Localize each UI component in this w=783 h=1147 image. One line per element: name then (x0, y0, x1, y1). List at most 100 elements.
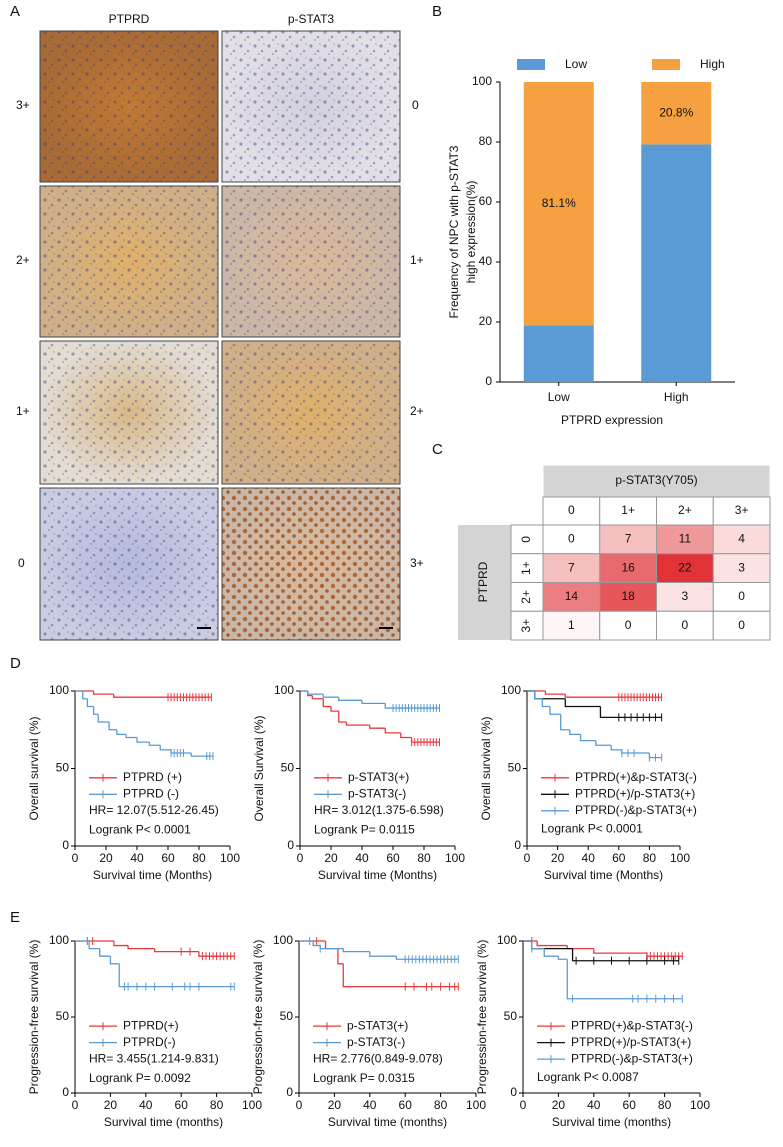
x-tick-label: 40 (355, 851, 369, 865)
survival-step (198, 951, 235, 957)
survival-step (324, 941, 338, 950)
annotation: Logrank P= 0.0092 (89, 1071, 191, 1085)
survival-step (88, 941, 100, 950)
y-tick-label: 0 (514, 838, 521, 852)
cell-value: 22 (678, 560, 692, 574)
x-tick-label: 40 (587, 1098, 601, 1112)
heat-cell (656, 524, 714, 555)
survival-step (531, 941, 545, 950)
x-axis-label: Survival time (Months) (318, 868, 437, 882)
ihc-texture (39, 340, 219, 485)
x-tick-label: 80 (210, 1098, 224, 1112)
y-tick-label: 0 (286, 1085, 293, 1099)
survival-step (342, 963, 459, 988)
cell-value: 7 (625, 532, 632, 546)
y-axis-label: Overall survival (%) (27, 716, 41, 820)
legend-label: p-STAT3(+) (347, 1018, 408, 1032)
survival-step (322, 698, 331, 708)
heat-cell (542, 610, 601, 641)
x-tick-label: 60 (623, 1098, 637, 1112)
y-axis-label: Progression-free survival (%) (475, 940, 489, 1095)
row-header-cell (510, 524, 544, 555)
annotation: HR= 12.07(5.512-26.45) (89, 803, 219, 817)
x-tick-label: 40 (582, 851, 596, 865)
survival-step (116, 729, 127, 736)
survival-step (369, 951, 397, 957)
ihc-texture (221, 340, 401, 485)
score-label: 2+ (410, 404, 424, 418)
x-tick-label: 80 (643, 851, 657, 865)
survival-step (307, 691, 324, 695)
survival-step (560, 714, 570, 731)
y-tick-label: 100 (501, 683, 521, 697)
heat-cell (712, 524, 771, 555)
column-header: p-STAT3 (288, 12, 335, 26)
survival-step (564, 698, 601, 708)
y-axis-label: Progression-free survival (%) (251, 940, 265, 1095)
x-tick-label: 0 (72, 1098, 79, 1112)
y-tick-label: 50 (280, 1009, 294, 1023)
cell-value: 1 (568, 618, 575, 632)
x-tick-label: 20 (324, 851, 338, 865)
cell-value: 18 (621, 589, 635, 603)
survival-step (599, 706, 662, 718)
y-tick-label: 100 (274, 683, 294, 697)
survival-step (118, 963, 235, 988)
survival-step (361, 700, 386, 705)
survival-step (400, 732, 412, 739)
x-tick-label: 80 (417, 851, 431, 865)
cell-value: 3 (682, 589, 689, 603)
y-tick-label: 60 (479, 194, 493, 208)
x-tick-label: 80 (434, 1098, 448, 1112)
x-tick-label: 100 (670, 851, 690, 865)
x-tick-label: 60 (612, 851, 626, 865)
score-label: 2+ (16, 253, 30, 267)
x-axis-label: Survival time (months) (552, 1115, 671, 1129)
survival-step (136, 737, 150, 743)
ihc-texture (221, 487, 401, 641)
survival-step (330, 706, 339, 712)
column-header-cell (599, 496, 657, 526)
ihc-texture (39, 487, 219, 641)
x-tick-label: 20 (104, 1098, 118, 1112)
y-tick-label: 0 (62, 838, 69, 852)
survival-step (307, 691, 313, 697)
bar-segment (641, 82, 712, 145)
y-tick-label: 50 (281, 761, 295, 775)
legend-label: PTPRD(+)/p-STAT3(+) (575, 786, 695, 800)
legend-label: PTPRD(+) (123, 1018, 179, 1032)
survival-step (86, 698, 94, 708)
legend-label: PTPRD(+)&p-STAT3(-) (575, 770, 697, 784)
x-tick-label: 0 (524, 851, 531, 865)
survival-step (154, 948, 199, 953)
y-tick-label: 0 (510, 1085, 517, 1099)
legend-swatch (517, 59, 545, 70)
column-header-cell (656, 496, 714, 526)
legend-label: p-STAT3(-) (348, 786, 406, 800)
row-axis-label: PTPRD (476, 561, 490, 602)
y-axis-label: Frequency of NPC with p-STAT3 (447, 145, 461, 318)
y-tick-label: 100 (497, 933, 517, 947)
x-tick-label: 60 (399, 1098, 413, 1112)
legend-label: Low (565, 57, 587, 71)
annotation: Logrank P< 0.0087 (537, 1070, 639, 1084)
cell-value: 7 (568, 560, 575, 574)
survival-step (410, 737, 440, 743)
panel-letter: D (10, 655, 21, 672)
legend-swatch (652, 59, 680, 70)
x-tick-label: 60 (175, 1098, 189, 1112)
survival-step (342, 948, 370, 953)
heat-cell (656, 553, 714, 583)
survival-step (190, 753, 213, 757)
score-label: 3+ (410, 556, 424, 570)
x-tick-label: 40 (139, 1098, 153, 1112)
y-tick-label: 50 (56, 1009, 70, 1023)
survival-step (557, 956, 568, 960)
x-tick-label: 20 (99, 851, 113, 865)
column-header: 1+ (621, 503, 635, 517)
annotation: Logrank P= 0.0315 (313, 1071, 415, 1085)
x-tick-label: 60 (161, 851, 175, 865)
value-label: 20.8% (659, 105, 693, 119)
panel-letter: A (10, 3, 20, 20)
